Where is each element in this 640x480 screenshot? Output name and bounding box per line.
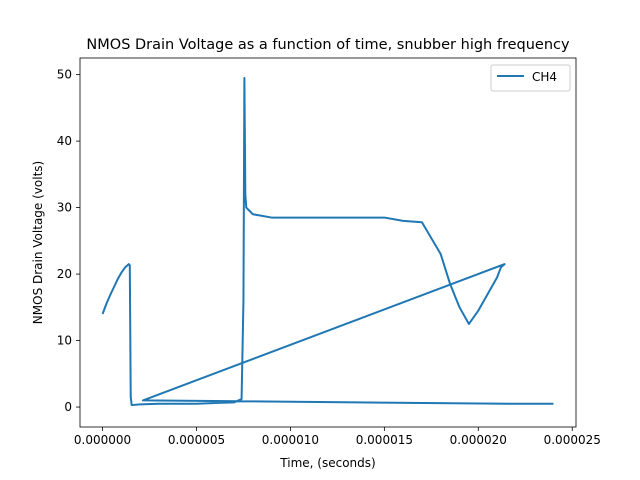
chart-title: NMOS Drain Voltage as a function of time… (86, 37, 570, 53)
x-tick-label: 0.000005 (168, 433, 225, 447)
plot-area (80, 58, 576, 427)
legend-box (490, 64, 571, 92)
x-tick-label: 0.000015 (356, 433, 413, 447)
y-tick-label: 0 (64, 400, 72, 414)
legend-label-ch4: CH4 (532, 70, 557, 84)
x-axis-ticks: 0.000000 0.000005 0.000010 0.000015 0.000020… (74, 427, 601, 447)
y-axis-label: NMOS Drain Voltage (volts) (31, 161, 45, 324)
y-tick-label: 40 (57, 134, 72, 148)
x-tick-label: 0.000020 (450, 433, 507, 447)
y-tick-label: 30 (57, 201, 72, 215)
x-tick-label: 0.000025 (544, 433, 601, 447)
legend: CH4 (490, 64, 571, 92)
x-axis-label: Time, (seconds) (279, 456, 375, 470)
series-line-ch4 (101, 76, 554, 407)
series-layer (101, 76, 554, 407)
y-tick-label: 10 (57, 334, 72, 348)
x-tick-label: 0.000010 (262, 433, 319, 447)
y-tick-label: 20 (57, 267, 72, 281)
plot-frame (79, 57, 577, 428)
y-axis-ticks: 0 10 20 30 40 50 (57, 68, 80, 414)
x-tick-label: 0.000000 (74, 433, 131, 447)
y-tick-label: 50 (57, 68, 72, 82)
